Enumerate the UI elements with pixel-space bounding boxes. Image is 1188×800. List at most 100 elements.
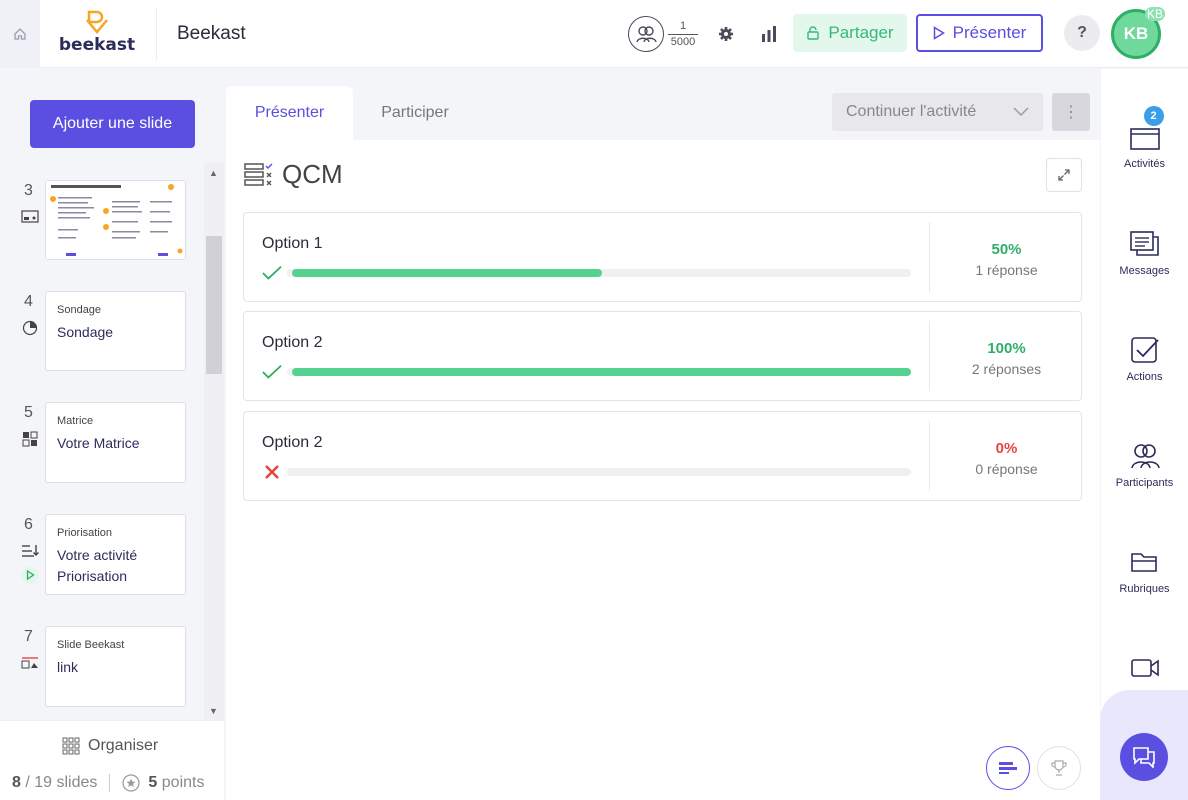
option-stats: 50% 1 réponse bbox=[930, 241, 1083, 278]
participants-counter[interactable]: 1 5000 bbox=[628, 16, 698, 52]
sidebar-item-actions[interactable]: Actions bbox=[1101, 335, 1188, 383]
lock-icon bbox=[807, 26, 820, 40]
results-view-button[interactable] bbox=[986, 746, 1030, 790]
slide-name: Votre Matrice bbox=[57, 435, 140, 451]
slide-name: Votre activité Priorisation bbox=[57, 547, 138, 584]
slide-kind: Slide Beekast bbox=[57, 639, 125, 651]
slide-thumbnail[interactable] bbox=[45, 180, 186, 260]
sidebar-item-messages[interactable]: Messages bbox=[1101, 229, 1188, 277]
activities-badge: 2 bbox=[1143, 106, 1164, 126]
trophy-icon bbox=[1051, 760, 1067, 776]
option-label: Option 1 bbox=[262, 235, 323, 252]
slide-list: 3 4 bbox=[0, 162, 204, 720]
stats-button[interactable] bbox=[757, 22, 781, 46]
sidebar-item-label: Actions bbox=[1126, 371, 1163, 383]
slide-number: 3 bbox=[24, 182, 33, 199]
participants-max: 5000 bbox=[670, 35, 696, 48]
expand-button[interactable] bbox=[1046, 158, 1082, 192]
tab-participer[interactable]: Participer bbox=[381, 104, 449, 121]
star-coin-icon bbox=[122, 774, 141, 792]
avatar-badge: KB bbox=[1145, 7, 1166, 21]
activity-title-text: QCM bbox=[282, 159, 343, 189]
option-bar-fill bbox=[292, 368, 911, 376]
option-label: Option 2 bbox=[262, 334, 323, 351]
slide-number: 5 bbox=[24, 404, 33, 421]
slide-kind: Priorisation bbox=[57, 527, 113, 539]
slide-icon bbox=[20, 654, 40, 672]
tab-bar: Présenter Participer Continuer l'activit… bbox=[226, 86, 1100, 140]
logo-text: beekast bbox=[58, 35, 136, 55]
points-value: 5 bbox=[148, 774, 158, 791]
video-icon bbox=[1130, 653, 1160, 683]
option-percent: 100% bbox=[987, 340, 1026, 357]
activity-panel: Présenter Participer Continuer l'activit… bbox=[226, 86, 1100, 800]
more-options-button[interactable]: ⋮ bbox=[1052, 93, 1090, 131]
slide-card[interactable]: Priorisation Votre activité Priorisation bbox=[45, 514, 186, 595]
bar-chart-icon bbox=[762, 26, 776, 42]
pie-chart-icon bbox=[20, 319, 40, 337]
matrix-icon bbox=[20, 430, 40, 448]
settings-button[interactable] bbox=[714, 22, 738, 46]
slide-kind: Matrice bbox=[57, 415, 94, 427]
app-title: Beekast bbox=[177, 23, 246, 44]
sidebar-item-label: Activités bbox=[1124, 158, 1165, 170]
activity-title: QCM bbox=[244, 159, 343, 190]
option-bar-fill bbox=[292, 269, 602, 277]
sidebar-item-label: Rubriques bbox=[1119, 583, 1170, 595]
chat-bubble-icon bbox=[1133, 747, 1155, 768]
add-slide-button[interactable]: Ajouter une slide bbox=[30, 100, 195, 148]
folder-icon bbox=[1130, 547, 1160, 577]
option-label: Option 2 bbox=[262, 434, 323, 451]
option-stats: 100% 2 réponses bbox=[930, 340, 1083, 377]
activities-icon: 2 bbox=[1129, 106, 1164, 152]
organiser-button[interactable]: Organiser bbox=[62, 737, 158, 755]
scroll-thumb[interactable] bbox=[206, 236, 222, 374]
expand-icon bbox=[1058, 169, 1070, 181]
scroll-down-icon[interactable]: ▼ bbox=[209, 706, 218, 716]
participants-icon bbox=[1130, 441, 1160, 471]
points-label: points bbox=[161, 774, 205, 791]
actions-icon bbox=[1130, 335, 1160, 365]
tab-presenter[interactable]: Présenter bbox=[226, 86, 353, 140]
slides-current: 8 bbox=[12, 774, 21, 791]
slide-name: Sondage bbox=[57, 324, 114, 340]
right-sidebar: 2 Activités Messages Actions Participant… bbox=[1101, 69, 1188, 800]
help-button[interactable]: ? bbox=[1064, 15, 1100, 51]
option-row: Option 1 50% 1 réponse bbox=[243, 212, 1082, 302]
slides-scrollbar[interactable]: ▲ ▼ bbox=[204, 162, 224, 720]
beekast-logo[interactable]: beekast bbox=[58, 10, 136, 56]
scroll-up-icon[interactable]: ▲ bbox=[209, 168, 218, 178]
slide-card[interactable]: Slide Beekast link bbox=[45, 626, 186, 707]
sidebar-item-activites[interactable]: 2 Activités bbox=[1101, 106, 1188, 170]
option-row: Option 2 100% 2 réponses bbox=[243, 311, 1082, 401]
option-responses: 1 réponse bbox=[975, 262, 1038, 278]
user-avatar[interactable]: KB bbox=[1111, 9, 1161, 59]
sidebar-item-participants[interactable]: Participants bbox=[1101, 441, 1188, 489]
check-icon bbox=[262, 362, 282, 382]
present-button[interactable]: Présenter bbox=[916, 14, 1043, 52]
option-percent: 50% bbox=[991, 241, 1022, 258]
podium-button[interactable] bbox=[1037, 746, 1081, 790]
share-label: Partager bbox=[828, 23, 894, 42]
share-button[interactable]: Partager bbox=[793, 14, 907, 52]
slide-name: link bbox=[57, 659, 79, 675]
top-header: beekast Beekast 1 5000 Partager Présente… bbox=[0, 0, 1188, 68]
home-button[interactable] bbox=[0, 0, 40, 68]
sidebar-item-rubriques[interactable]: Rubriques bbox=[1101, 547, 1188, 595]
participants-current: 1 bbox=[679, 19, 687, 32]
qcm-list-icon bbox=[244, 162, 273, 186]
slide-card[interactable]: Sondage Sondage bbox=[45, 291, 186, 371]
slide-card[interactable]: Matrice Votre Matrice bbox=[45, 402, 186, 483]
continue-label: Continuer l'activité bbox=[846, 103, 977, 120]
slides-footer: Organiser 8 / 19 slides 5 points bbox=[0, 720, 224, 800]
sort-icon bbox=[20, 542, 40, 560]
chat-button[interactable] bbox=[1120, 733, 1168, 781]
chevron-down-icon bbox=[1013, 107, 1029, 116]
continue-activity-dropdown[interactable]: Continuer l'activité bbox=[832, 93, 1043, 131]
slide-kind: Sondage bbox=[57, 304, 102, 316]
presentation-icon bbox=[20, 208, 40, 226]
option-stats: 0% 0 réponse bbox=[930, 440, 1083, 477]
slides-stats: 8 / 19 slides 5 points bbox=[12, 774, 204, 792]
participants-group-icon bbox=[628, 16, 664, 52]
slides-panel: Ajouter une slide 3 bbox=[0, 69, 224, 800]
